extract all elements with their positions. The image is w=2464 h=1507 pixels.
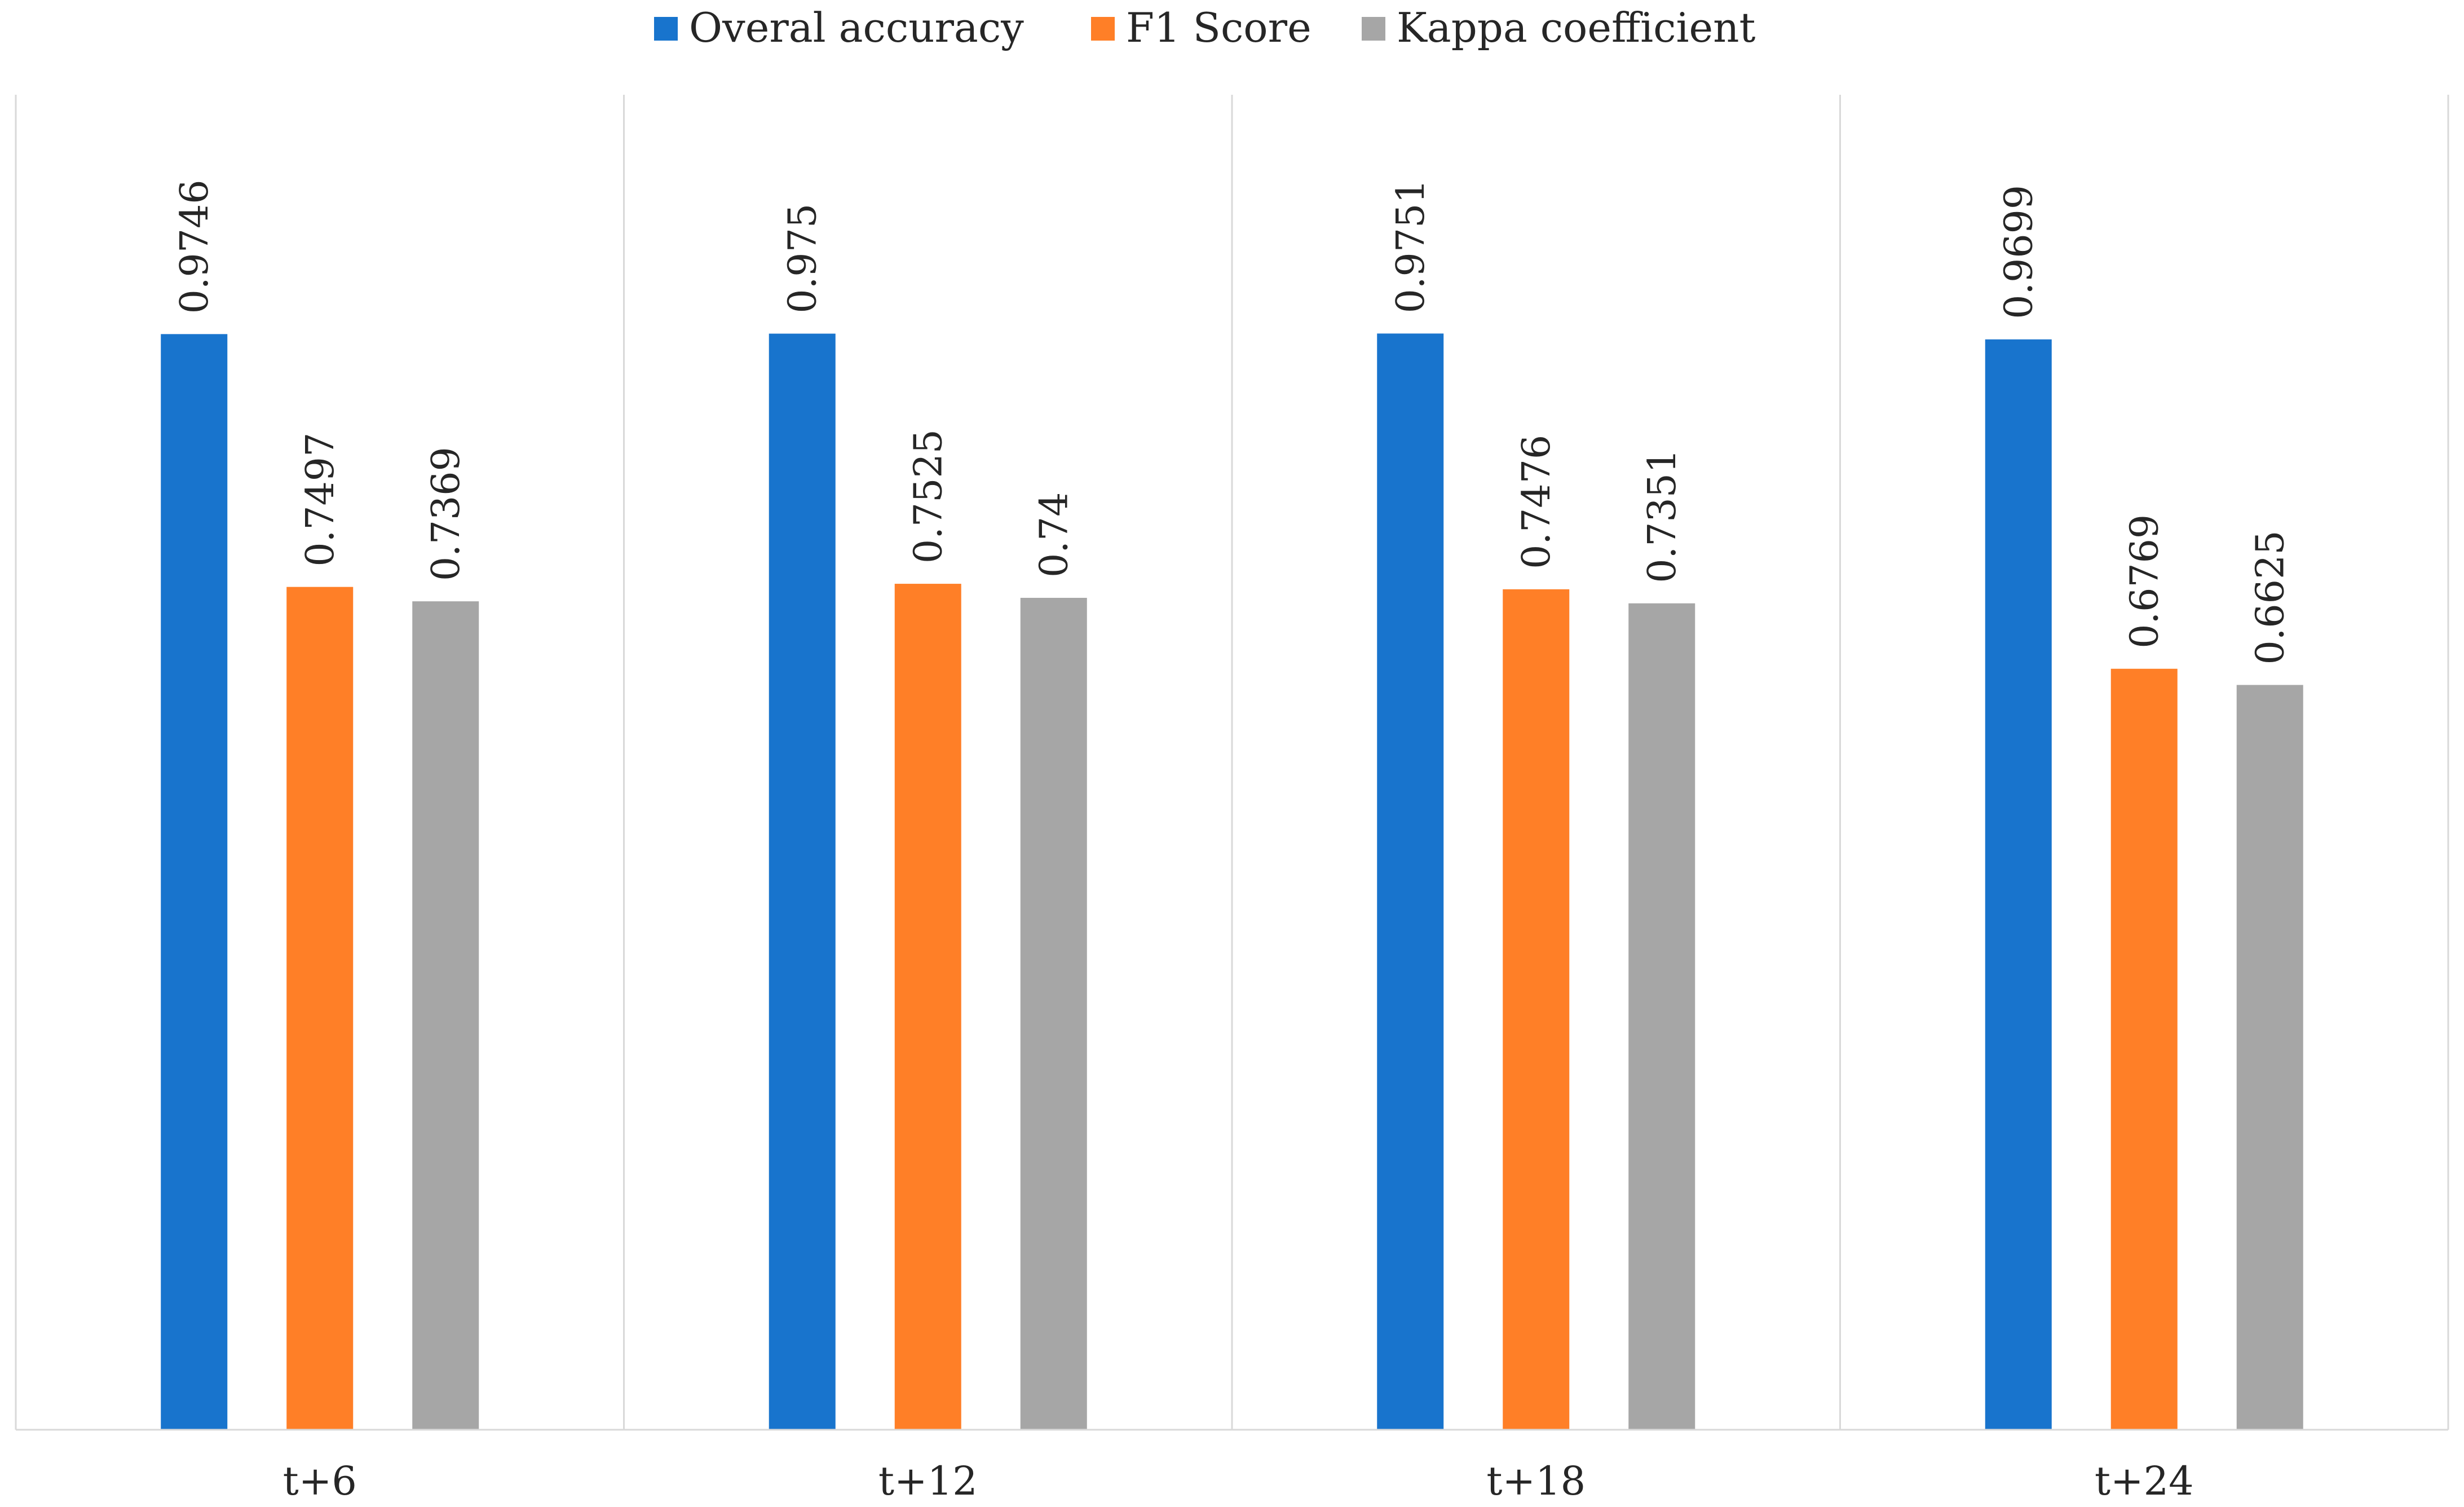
- data-label: 0.7351: [1640, 449, 1685, 583]
- legend-swatch: [1091, 17, 1115, 41]
- bar-kappa-coefficient-t+18: [1628, 603, 1695, 1430]
- bar-kappa-coefficient-t+24: [2236, 685, 2303, 1430]
- legend-label: F1 Score: [1126, 4, 1312, 51]
- data-label: 0.9751: [1389, 179, 1433, 313]
- data-label: 0.6625: [2249, 531, 2293, 665]
- bar-f1-score-t+6: [286, 587, 354, 1430]
- data-label: 0.6769: [2123, 514, 2167, 649]
- legend-label: Overal accuracy: [689, 4, 1024, 51]
- x-tick-label: t+24: [2095, 1458, 2194, 1504]
- legend-label: Kappa coefficient: [1397, 4, 1756, 51]
- data-label: 0.975: [781, 204, 825, 314]
- bar-overal-accuracy-t+12: [769, 333, 836, 1430]
- x-axis: t+6 t+12 t+18 t+24: [283, 1458, 2194, 1504]
- bar-overal-accuracy-t+6: [161, 334, 228, 1430]
- x-tick-label: t+6: [283, 1458, 357, 1504]
- legend-item-overal-accuracy: Overal accuracy: [654, 4, 1024, 51]
- bar-overal-accuracy-t+18: [1377, 333, 1444, 1430]
- data-label: 0.9746: [173, 179, 217, 314]
- plot-area: 0.9746 0.7497 0.7369 0.975 0.7525 0.74 0.9751 0…: [15, 95, 2449, 1431]
- legend-swatch: [1362, 17, 1385, 41]
- bar-f1-score-t+12: [894, 584, 961, 1430]
- x-tick-label: t+18: [1486, 1458, 1586, 1504]
- bar-kappa-coefficient-t+12: [1020, 597, 1087, 1430]
- legend-swatch: [654, 17, 678, 41]
- legend-item-kappa-coefficient: Kappa coefficient: [1362, 4, 1756, 51]
- bar-f1-score-t+18: [1503, 589, 1570, 1430]
- data-label: 0.7497: [298, 433, 343, 567]
- data-label: 0.7525: [907, 429, 951, 563]
- data-label: 0.7369: [424, 447, 469, 581]
- x-tick-label: t+12: [878, 1458, 978, 1504]
- bar-f1-score-t+24: [2110, 668, 2178, 1430]
- legend: Overal accuracy F1 Score Kappa coefficient: [654, 4, 1756, 51]
- legend-item-f1-score: F1 Score: [1091, 4, 1312, 51]
- data-label: 0.74: [1032, 492, 1077, 578]
- bar-kappa-coefficient-t+6: [412, 601, 479, 1430]
- bar-overal-accuracy-t+24: [1985, 339, 2052, 1430]
- data-label: 0.9699: [1997, 185, 2042, 319]
- data-label: 0.7476: [1514, 435, 1559, 569]
